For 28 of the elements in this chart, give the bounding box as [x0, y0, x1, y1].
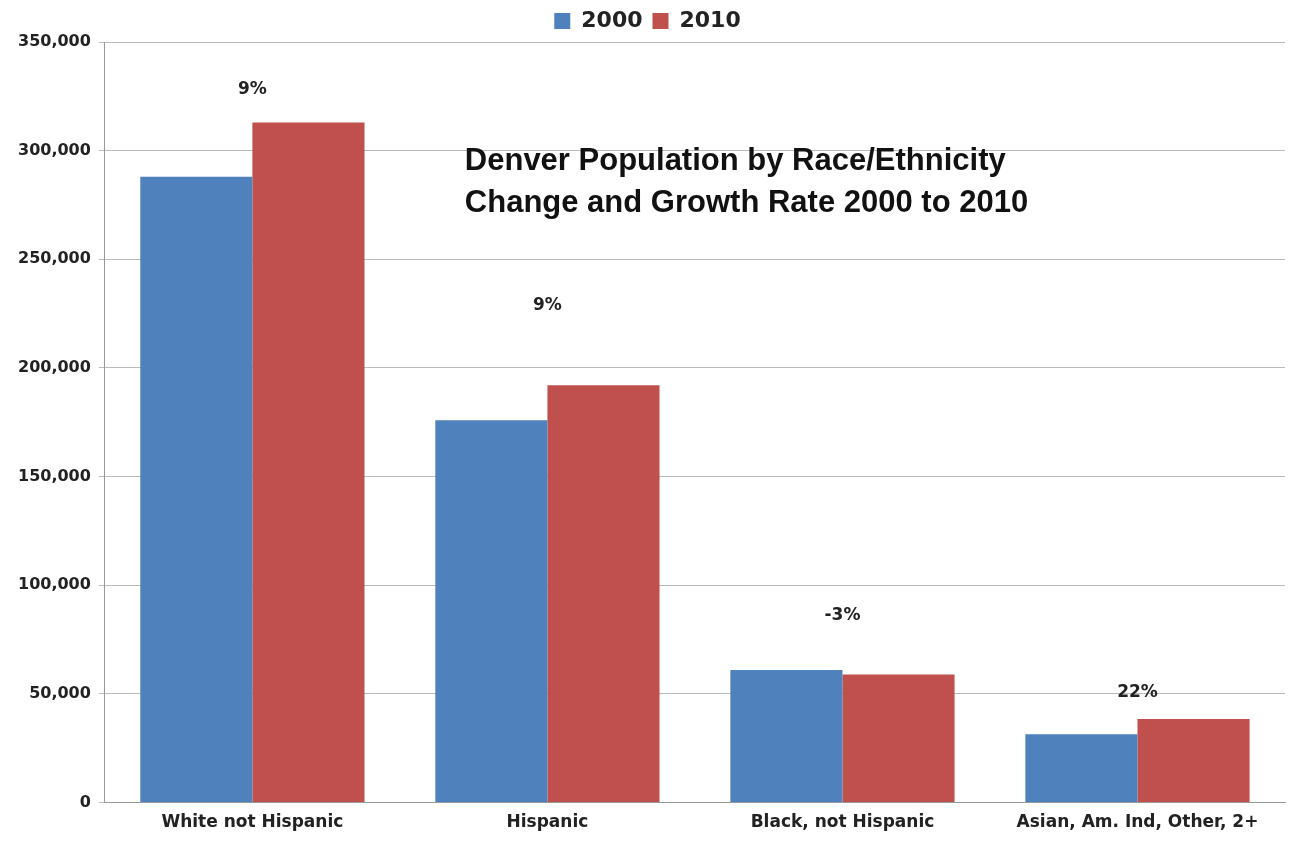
bar	[435, 420, 548, 803]
legend-label: 2010	[679, 6, 741, 32]
bar	[1025, 734, 1138, 803]
text: Denver Population by Race/Ethnicity	[464, 142, 1007, 177]
y-tick-label: 300,000	[18, 139, 91, 159]
y-tick-label: 200,000	[18, 357, 91, 377]
x-tick-label: White not Hispanic	[161, 811, 344, 832]
bar	[140, 176, 253, 803]
bar	[252, 122, 365, 803]
x-tick-label: Asian, Am. Ind, Other, 2+	[1016, 811, 1259, 832]
text: Change and Growth Rate 2000 to 2010	[464, 184, 1029, 219]
y-tick-label: 0	[79, 791, 91, 811]
x-tick-label: Hispanic	[506, 811, 589, 832]
x-tick-label: Black, not Hispanic	[750, 811, 935, 832]
bar	[842, 674, 955, 803]
y-tick-label: 50,000	[29, 683, 91, 703]
y-tick-label: 100,000	[18, 574, 91, 594]
annotation: 22%	[1117, 680, 1158, 701]
bar	[547, 385, 660, 803]
bar	[1137, 718, 1250, 803]
y-tick-label: 150,000	[18, 465, 91, 485]
annotation: -3%	[824, 604, 861, 625]
annotation: 9%	[237, 78, 267, 99]
y-tick-label: 350,000	[18, 31, 91, 51]
annotation: 9%	[532, 294, 562, 315]
y-tick-label: 250,000	[18, 248, 91, 268]
bar	[730, 670, 843, 803]
legend-label: 2000	[581, 6, 643, 32]
